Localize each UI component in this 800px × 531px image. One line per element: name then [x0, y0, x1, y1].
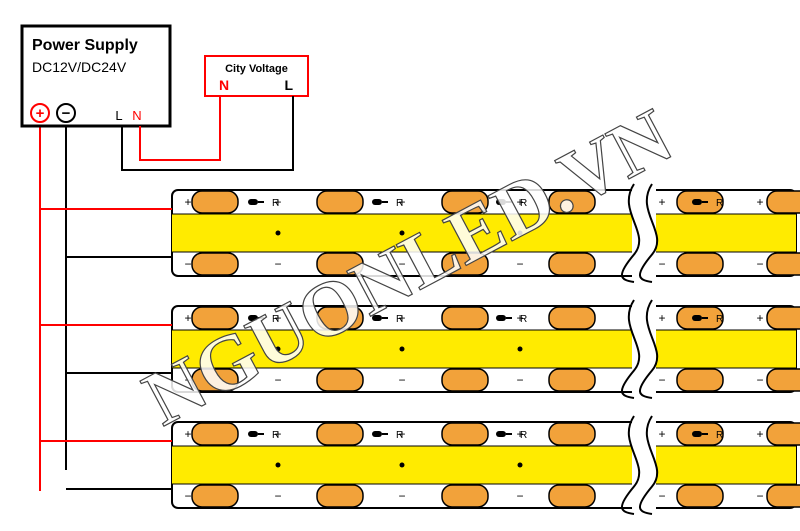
- svg-text:R: R: [272, 430, 279, 441]
- svg-text:R: R: [716, 198, 723, 209]
- svg-text:R: R: [520, 314, 527, 325]
- svg-text:−: −: [516, 489, 523, 503]
- svg-text:+: +: [184, 195, 191, 209]
- svg-text:R: R: [272, 198, 279, 209]
- svg-text:+: +: [658, 195, 665, 209]
- svg-text:−: −: [658, 373, 665, 387]
- svg-text:+: +: [184, 311, 191, 325]
- svg-text:−: −: [398, 373, 405, 387]
- psu-label-L: L: [115, 108, 122, 123]
- svg-text:R: R: [716, 430, 723, 441]
- svg-text:+: +: [756, 311, 763, 325]
- svg-text:−: −: [184, 489, 191, 503]
- psu-label-N: N: [132, 108, 141, 123]
- svg-text:−: −: [658, 257, 665, 271]
- svg-text:−: −: [516, 373, 523, 387]
- svg-text:+: +: [36, 105, 45, 122]
- svg-text:−: −: [62, 105, 71, 122]
- wiring-diagram: +−+−+−+−+−+−RRRR+−+−+−+−+−+−RRRR+−+−+−+−…: [0, 0, 800, 531]
- svg-text:R: R: [716, 314, 723, 325]
- svg-text:R: R: [520, 430, 527, 441]
- svg-text:+: +: [658, 311, 665, 325]
- svg-text:R: R: [396, 430, 403, 441]
- svg-text:−: −: [274, 489, 281, 503]
- svg-text:R: R: [396, 198, 403, 209]
- svg-text:−: −: [398, 489, 405, 503]
- svg-text:−: −: [756, 489, 763, 503]
- svg-text:−: −: [658, 489, 665, 503]
- svg-text:−: −: [274, 257, 281, 271]
- power-supply-title: Power Supply: [32, 37, 138, 54]
- svg-text:+: +: [756, 427, 763, 441]
- svg-text:−: −: [756, 257, 763, 271]
- svg-text:−: −: [516, 257, 523, 271]
- power-supply-subtitle: DC12V/DC24V: [32, 59, 127, 75]
- city-voltage-L: L: [284, 77, 293, 93]
- svg-text:+: +: [658, 427, 665, 441]
- led-strip: +−+−+−+−+−+−RRRR: [172, 416, 800, 514]
- city-voltage-title: City Voltage: [225, 63, 288, 75]
- svg-text:−: −: [184, 257, 191, 271]
- city-voltage-N: N: [219, 77, 229, 93]
- svg-text:−: −: [756, 373, 763, 387]
- svg-text:+: +: [756, 195, 763, 209]
